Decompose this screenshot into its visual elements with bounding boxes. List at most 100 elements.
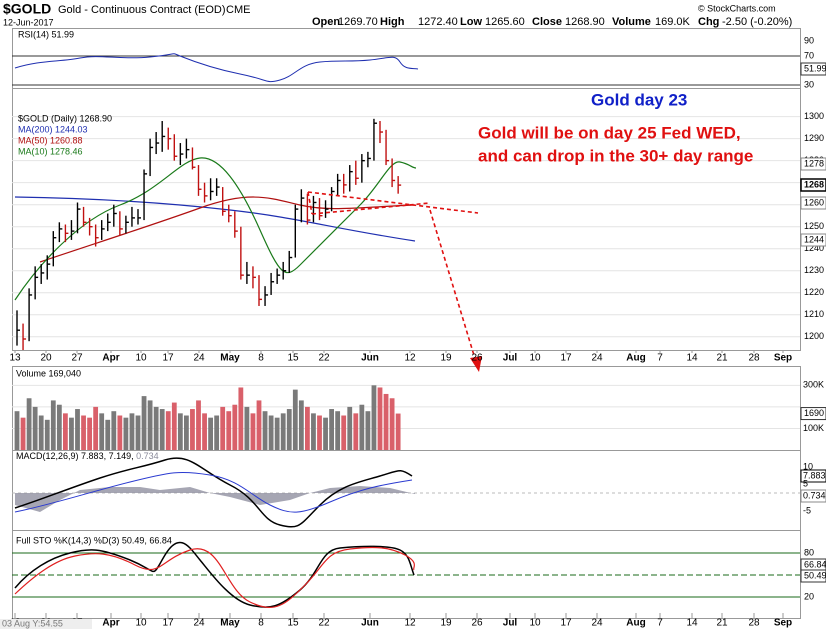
volume-bar bbox=[250, 413, 256, 450]
arrow-head bbox=[470, 356, 482, 372]
quote-label: High bbox=[380, 16, 405, 28]
volume-bar bbox=[135, 415, 141, 450]
y-tick-label: 1250 bbox=[804, 221, 824, 231]
volume-bar bbox=[75, 409, 80, 450]
volume-bar bbox=[159, 409, 165, 450]
volume-bar bbox=[383, 393, 389, 450]
exchange: CME bbox=[226, 4, 250, 16]
rsi-line bbox=[14, 53, 419, 83]
rsi-axis-label: 51.99 bbox=[804, 63, 826, 73]
quote-value: 1268.90 bbox=[565, 16, 605, 28]
quote-label: Low bbox=[460, 16, 482, 28]
rsi-axis-label: 70 bbox=[804, 50, 814, 60]
sto-value-box bbox=[800, 569, 826, 583]
y-tick-label: 1300 bbox=[804, 111, 824, 121]
volume-bar bbox=[305, 406, 310, 450]
volume-bar bbox=[274, 417, 280, 450]
value-box-label: 1260 bbox=[804, 197, 824, 207]
date-label: 14 bbox=[686, 618, 698, 629]
volume-bar bbox=[177, 413, 183, 450]
volume-bar bbox=[165, 411, 171, 450]
volume-bar bbox=[129, 413, 135, 450]
volume-bar bbox=[50, 400, 56, 450]
macd-axis-label: 0.734 bbox=[803, 490, 826, 500]
date-label: Sep bbox=[774, 618, 792, 629]
value-box-label: 1278 bbox=[804, 158, 824, 168]
volume-bar bbox=[190, 409, 195, 450]
macd-signal bbox=[14, 471, 413, 513]
date-label: 15 bbox=[287, 618, 299, 629]
legend-ma200: MA(200) 1244.03 bbox=[18, 124, 88, 134]
macd-name: MACD(12,26,9) bbox=[16, 451, 79, 461]
annotation-line2: and can drop in the 30+ day range bbox=[478, 146, 753, 165]
volume-bar bbox=[317, 415, 322, 450]
value-box bbox=[800, 233, 826, 247]
volume-bar bbox=[81, 415, 86, 450]
price-legend: $GOLD (Daily) 1268.90 MA(200) 1244.03 MA… bbox=[18, 113, 112, 156]
date-label: 27 bbox=[71, 353, 83, 364]
price-axis: 1200121012201230124012501260127012801290… bbox=[800, 111, 826, 341]
symbol: $GOLD bbox=[3, 1, 51, 17]
date-label: 24 bbox=[591, 353, 603, 364]
macd-axis-label: 10 bbox=[803, 461, 813, 471]
date-label: 28 bbox=[748, 618, 760, 629]
date-label: 21 bbox=[716, 618, 728, 629]
y-tick-label: 1290 bbox=[804, 133, 824, 143]
date-label: Aug bbox=[626, 353, 645, 364]
volume-bar bbox=[256, 400, 262, 450]
date-label: 7 bbox=[657, 618, 663, 629]
date-label: 17 bbox=[560, 353, 572, 364]
y-tick-label: 100K bbox=[803, 423, 824, 433]
date-label: Jul bbox=[503, 353, 518, 364]
date-label: 28 bbox=[748, 353, 760, 364]
macd-value-box bbox=[800, 469, 826, 483]
date-label: 22 bbox=[318, 353, 330, 364]
volume-bar bbox=[298, 400, 304, 450]
volume-bar bbox=[341, 415, 347, 450]
date-label: Apr bbox=[102, 353, 119, 364]
ma10-line bbox=[14, 157, 417, 301]
legend-ma50: MA(50) 1260.88 bbox=[18, 135, 83, 145]
macd-hist-value: 0.734 bbox=[136, 451, 159, 461]
volume-bar bbox=[87, 417, 92, 450]
rsi-axis-label: 30 bbox=[804, 79, 814, 89]
price-grid bbox=[12, 116, 800, 338]
volume-bar bbox=[268, 415, 274, 450]
footer-box bbox=[0, 619, 92, 629]
y-tick-label: 300K bbox=[803, 380, 824, 390]
volume-bar bbox=[196, 400, 201, 450]
volume-bar bbox=[105, 419, 111, 450]
macd-values: 7.883, 7.149, bbox=[81, 451, 134, 461]
quote-value: 1272.40 bbox=[418, 16, 458, 28]
volume-bar bbox=[220, 406, 226, 450]
volume-bar bbox=[395, 413, 401, 450]
y-tick-label: 1200 bbox=[804, 331, 824, 341]
quote-label: Close bbox=[532, 16, 562, 28]
date-label: 14 bbox=[686, 353, 698, 364]
volume-bar bbox=[292, 389, 298, 450]
date-label: 7 bbox=[657, 353, 663, 364]
volume-bar bbox=[335, 411, 341, 450]
date-axis-bottom: 132027Apr101724May81522Jun121926Jul10172… bbox=[9, 613, 792, 629]
volume-bar bbox=[371, 385, 377, 450]
date-label: 19 bbox=[440, 353, 452, 364]
quote-value: 169.0K bbox=[655, 16, 691, 28]
quote-label: Chg bbox=[698, 16, 719, 28]
quote-value: -2.50 (-0.20%) bbox=[722, 16, 792, 28]
date-label: 17 bbox=[162, 618, 174, 629]
date-label: 26 bbox=[471, 353, 483, 364]
volume-bar bbox=[56, 404, 62, 450]
date-label: 21 bbox=[716, 353, 728, 364]
volume-bar bbox=[93, 406, 99, 450]
volume-bar bbox=[365, 411, 371, 450]
macd-line bbox=[14, 457, 413, 528]
volume-bar bbox=[238, 387, 244, 450]
volume-bar bbox=[353, 413, 359, 450]
value-box bbox=[800, 196, 826, 210]
volume-bar bbox=[329, 409, 334, 450]
y-tick-label: 1220 bbox=[804, 287, 824, 297]
volume-bar bbox=[20, 417, 26, 450]
date-label: 17 bbox=[560, 618, 572, 629]
volume-bar bbox=[14, 411, 20, 450]
